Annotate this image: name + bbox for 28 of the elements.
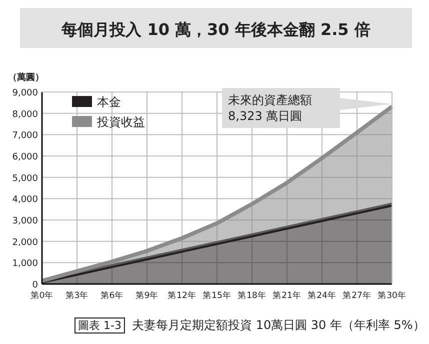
y-tick-label: 5,000 <box>12 174 38 184</box>
y-axis-title: （萬圓） <box>8 72 44 83</box>
y-tick-label: 7,000 <box>12 131 38 142</box>
y-tick-label: 6,000 <box>12 152 38 162</box>
x-tick-label: 第15年 <box>202 290 232 301</box>
x-tick-label: 第3年 <box>65 290 89 301</box>
x-tick-label: 第9年 <box>135 290 159 301</box>
chart-title: 每個月投入 10 萬，30 年後本金翻 2.5 倍 <box>60 20 370 39</box>
y-tick-label: 9,000 <box>12 88 38 98</box>
x-tick-label: 第24年 <box>308 290 336 301</box>
annotation: 未來的資產總額 8,323 萬日圓 <box>228 93 312 123</box>
x-tick-label: 第12年 <box>168 290 196 301</box>
legend-label: 本金 <box>97 95 121 109</box>
y-tick-label: 1,000 <box>12 259 38 270</box>
y-tick-label: 3,000 <box>12 216 38 226</box>
text: 圖表 1-3 <box>78 319 122 332</box>
text: 夫妻每月定期定額投資 10萬日圓 30 年（年利率 5%） <box>132 318 425 332</box>
x-tick-label: 第0年 <box>30 290 54 301</box>
x-tick-label: 第27年 <box>342 290 372 301</box>
y-tick-label: 8,000 <box>12 110 38 120</box>
x-tick-label: 第21年 <box>272 290 302 301</box>
y-tick-label: 0 <box>32 280 38 290</box>
x-tick-label: 第6年 <box>100 290 124 301</box>
y-tick-label: 4,000 <box>12 195 38 206</box>
legend-label: 投資收益 <box>96 115 145 129</box>
x-tick-label: 第18年 <box>238 290 266 301</box>
x-tick-label: 第30年 <box>378 290 406 301</box>
y-tick-label: 2,000 <box>12 238 38 248</box>
